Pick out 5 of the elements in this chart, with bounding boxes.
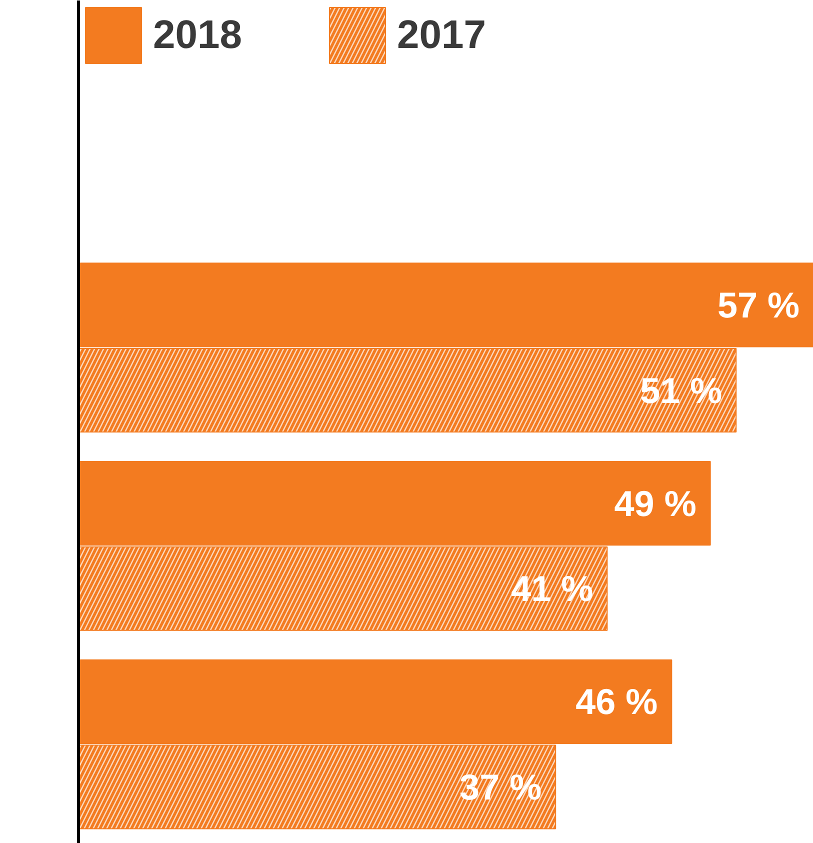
data-label: 57 %	[717, 284, 800, 326]
legend-label: 2017	[396, 12, 486, 58]
legend-label: 2018	[153, 12, 242, 58]
data-label: 46 %	[576, 681, 658, 722]
data-label: 49 %	[614, 482, 696, 524]
